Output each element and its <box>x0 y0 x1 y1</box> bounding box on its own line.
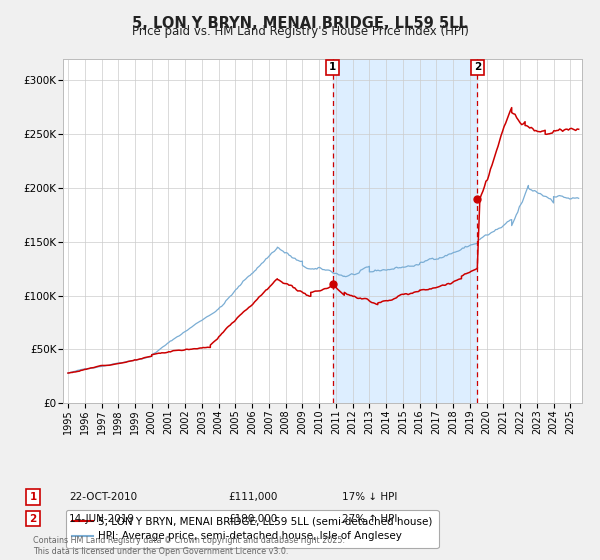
Legend: 5, LON Y BRYN, MENAI BRIDGE, LL59 5LL (semi-detached house), HPI: Average price,: 5, LON Y BRYN, MENAI BRIDGE, LL59 5LL (s… <box>65 510 439 548</box>
Text: 22-OCT-2010: 22-OCT-2010 <box>69 492 137 502</box>
Text: 5, LON Y BRYN, MENAI BRIDGE, LL59 5LL: 5, LON Y BRYN, MENAI BRIDGE, LL59 5LL <box>132 16 468 31</box>
Text: 1: 1 <box>329 62 337 72</box>
Text: 27% ↑ HPI: 27% ↑ HPI <box>342 514 397 524</box>
Text: Price paid vs. HM Land Registry's House Price Index (HPI): Price paid vs. HM Land Registry's House … <box>131 25 469 38</box>
Text: 17% ↓ HPI: 17% ↓ HPI <box>342 492 397 502</box>
Text: 2: 2 <box>29 514 37 524</box>
Text: Contains HM Land Registry data © Crown copyright and database right 2025.
This d: Contains HM Land Registry data © Crown c… <box>33 536 345 556</box>
Text: 1: 1 <box>29 492 37 502</box>
Text: £111,000: £111,000 <box>228 492 277 502</box>
Bar <box>333 59 478 403</box>
Text: 2: 2 <box>474 62 481 72</box>
Text: £190,000: £190,000 <box>228 514 277 524</box>
Text: 14-JUN-2019: 14-JUN-2019 <box>69 514 135 524</box>
